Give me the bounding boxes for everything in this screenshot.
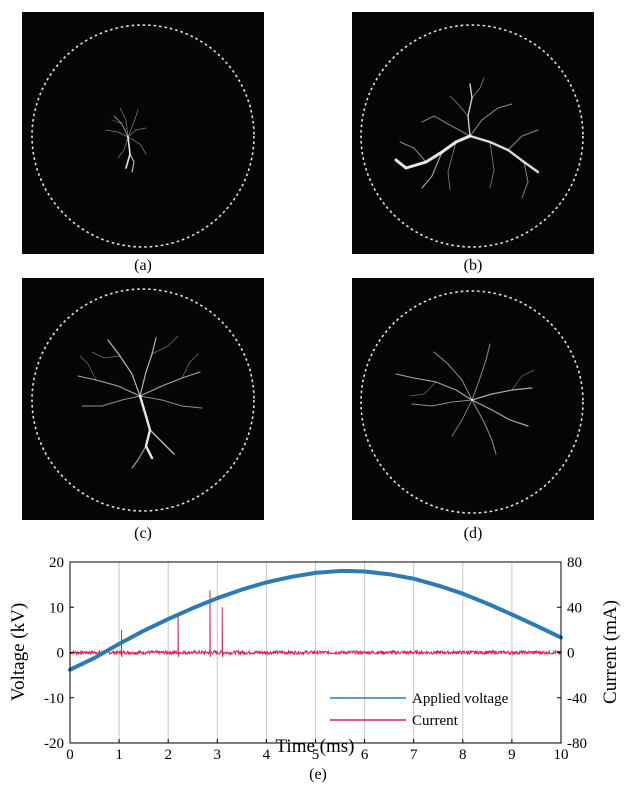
discharge-filaments xyxy=(394,77,540,199)
chart-caption: (e) xyxy=(309,766,327,783)
discharge-filaments xyxy=(395,343,535,455)
panel-d-svg xyxy=(360,290,584,514)
discharge-filaments xyxy=(77,335,203,469)
y-left-tick-label: 0 xyxy=(57,646,65,662)
y-right-tick-label: -80 xyxy=(567,736,587,752)
x-tick-label: 7 xyxy=(410,747,418,763)
discharge-filaments xyxy=(105,107,147,173)
panel-b-image xyxy=(352,12,594,254)
panel-b-svg xyxy=(360,24,584,248)
chart-legend: Applied voltage Current xyxy=(330,691,509,729)
panel-b-caption: (b) xyxy=(463,257,483,274)
panel-d-caption: (d) xyxy=(463,525,483,542)
electrode-boundary-circle xyxy=(360,290,584,514)
x-tick-label: 6 xyxy=(361,747,369,763)
y-left-tick-label: -10 xyxy=(44,691,64,707)
x-tick-label: 2 xyxy=(164,747,172,763)
x-tick-label: 4 xyxy=(263,747,271,763)
panel-a-caption: (a) xyxy=(134,257,152,274)
chart-ticks: 0 1 2 3 4 5 6 7 8 9 10 -20 -10 0 10 20 -80 -40 0 40 80 xyxy=(44,555,587,763)
panel-c-image xyxy=(22,278,264,520)
panel-a-svg xyxy=(31,24,255,248)
y-right-tick-label: -40 xyxy=(567,691,587,707)
waveform-chart: 0 1 2 3 4 5 6 7 8 9 10 -20 -10 0 10 20 -80 -40 0 40 80 Appli… xyxy=(0,550,626,785)
chart-series xyxy=(68,569,563,672)
y-left-tick-label: 10 xyxy=(49,600,64,616)
legend-label-current: Current xyxy=(412,713,459,729)
legend-label-applied-voltage: Applied voltage xyxy=(412,691,509,707)
y-right-tick-label: 80 xyxy=(567,555,582,571)
panel-c-svg xyxy=(31,288,255,512)
electrode-boundary-circle xyxy=(360,24,584,248)
electrode-boundary-circle xyxy=(31,24,255,248)
x-tick-label: 0 xyxy=(66,747,74,763)
x-tick-label: 8 xyxy=(459,747,467,763)
y-axis-left-title: Voltage (kV) xyxy=(8,603,29,701)
x-tick-label: 10 xyxy=(554,747,569,763)
x-tick-label: 1 xyxy=(115,747,123,763)
y-left-tick-label: -20 xyxy=(44,736,64,752)
x-tick-label: 9 xyxy=(508,747,516,763)
x-tick-label: 3 xyxy=(214,747,222,763)
panel-d-image xyxy=(352,278,594,520)
current-series-line xyxy=(69,590,562,658)
panel-c-caption: (c) xyxy=(134,525,152,542)
electrode-boundary-circle xyxy=(31,288,255,512)
y-axis-right-title: Current (mA) xyxy=(600,600,621,704)
y-right-tick-label: 40 xyxy=(567,600,582,616)
waveform-chart-svg: 0 1 2 3 4 5 6 7 8 9 10 -20 -10 0 10 20 -80 -40 0 40 80 Appli… xyxy=(8,555,621,783)
y-right-tick-label: 0 xyxy=(567,646,575,662)
x-axis-title: Time (ms) xyxy=(275,736,354,757)
y-left-tick-label: 20 xyxy=(49,555,64,571)
panel-a-image xyxy=(22,12,264,254)
x-tick-label: 5 xyxy=(312,747,320,763)
applied-voltage-series-line xyxy=(68,569,563,672)
